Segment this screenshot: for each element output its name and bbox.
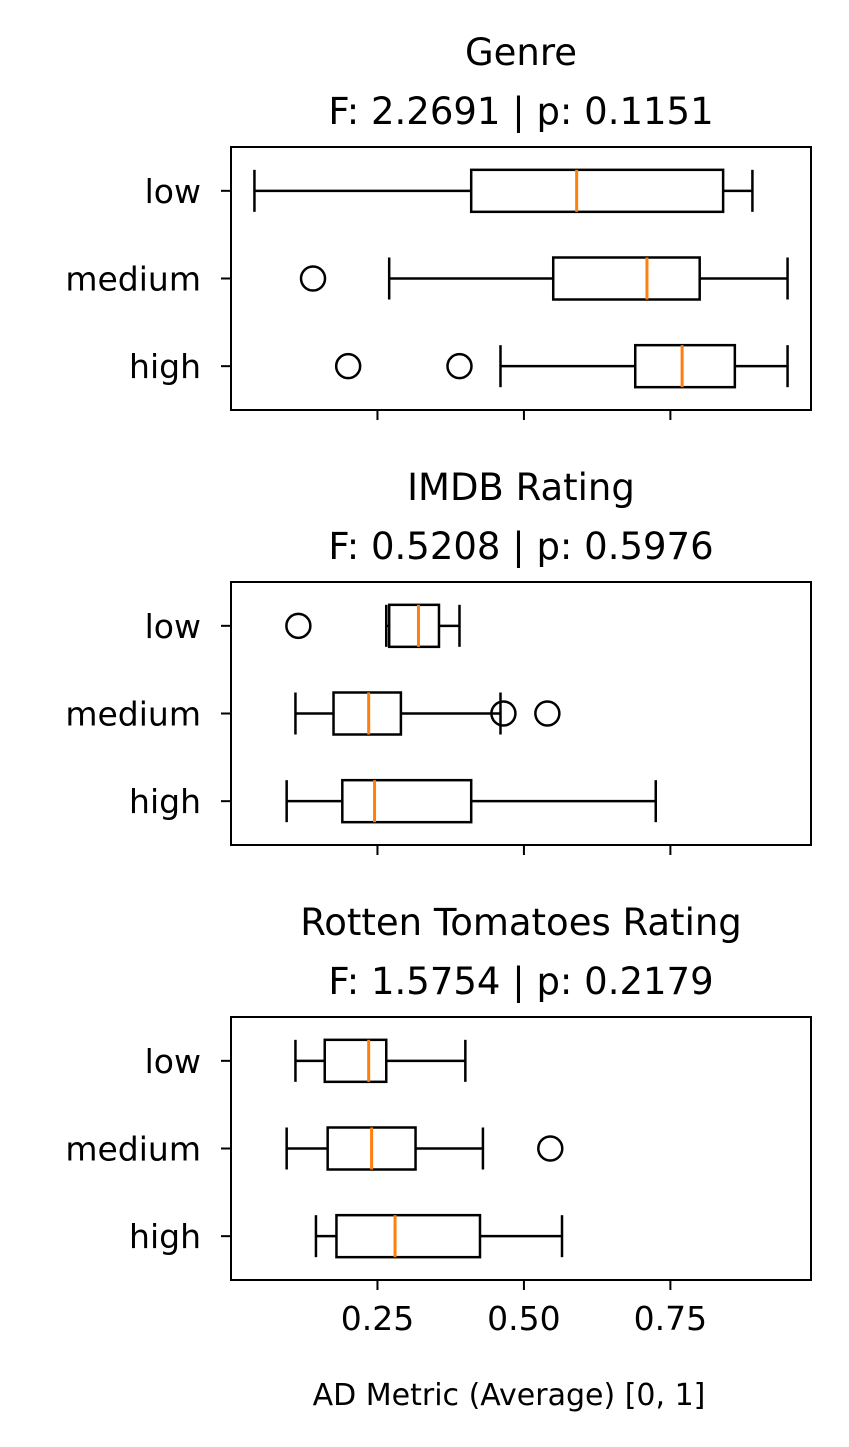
iqr-box <box>341 778 473 824</box>
outlier-point <box>446 352 473 380</box>
outlier-point <box>299 265 327 292</box>
panel-subtitle: F: 0.5208 | p: 0.5976 <box>328 525 713 568</box>
panel-subtitle: F: 2.2691 | p: 0.1151 <box>328 90 713 133</box>
y-tick-label-low: low <box>145 1042 201 1081</box>
x-tick-label: 0.75 <box>634 1299 707 1338</box>
y-tick-label-high: high <box>129 1217 201 1256</box>
y-tick-label-medium: medium <box>65 1130 201 1169</box>
y-tick-label-low: low <box>145 172 201 211</box>
iqr-box <box>387 603 441 649</box>
box-low <box>294 1038 467 1084</box>
y-tick-label-low: low <box>145 607 201 646</box>
x-axis-label: AD Metric (Average) [0, 1] <box>313 1378 706 1413</box>
box-medium <box>299 256 789 301</box>
outlier-point <box>490 700 517 727</box>
iqr-box <box>469 168 725 214</box>
x-tick-label: 0.25 <box>341 1299 414 1338</box>
y-tick-label-high: high <box>129 782 201 821</box>
outlier-point <box>285 612 312 640</box>
panel-0: Genre F: 2.2691 | p: 0.1151 low medium high <box>65 31 812 420</box>
y-tick-label-medium: medium <box>65 695 201 734</box>
x-tick-label: 0.50 <box>487 1299 560 1338</box>
panel-title: Rotten Tomatoes Rating <box>300 901 742 944</box>
box-low <box>285 603 461 649</box>
panel-2: Rotten Tomatoes Rating F: 1.5754 | p: 0.2… <box>65 901 812 1413</box>
panel-title: Genre <box>465 31 577 74</box>
box-high <box>334 343 789 389</box>
iqr-box <box>633 343 737 389</box>
box-high <box>285 778 657 824</box>
iqr-box <box>323 1038 388 1084</box>
panel-1: IMDB Rating F: 0.5208 | p: 0.5976 low mediu… <box>65 466 812 855</box>
iqr-box <box>551 256 701 301</box>
outlier-point <box>537 1135 564 1162</box>
panel-title: IMDB Rating <box>407 466 635 509</box>
y-tick-label-medium: medium <box>65 260 201 299</box>
box-low <box>253 168 754 214</box>
box-medium <box>285 1126 564 1171</box>
box-high <box>314 1213 564 1259</box>
y-tick-label-high: high <box>129 347 201 386</box>
outlier-point <box>534 700 561 727</box>
panel-subtitle: F: 1.5754 | p: 0.2179 <box>328 960 713 1003</box>
outlier-point <box>334 352 362 380</box>
box-medium <box>294 691 561 736</box>
iqr-box <box>335 1213 482 1259</box>
